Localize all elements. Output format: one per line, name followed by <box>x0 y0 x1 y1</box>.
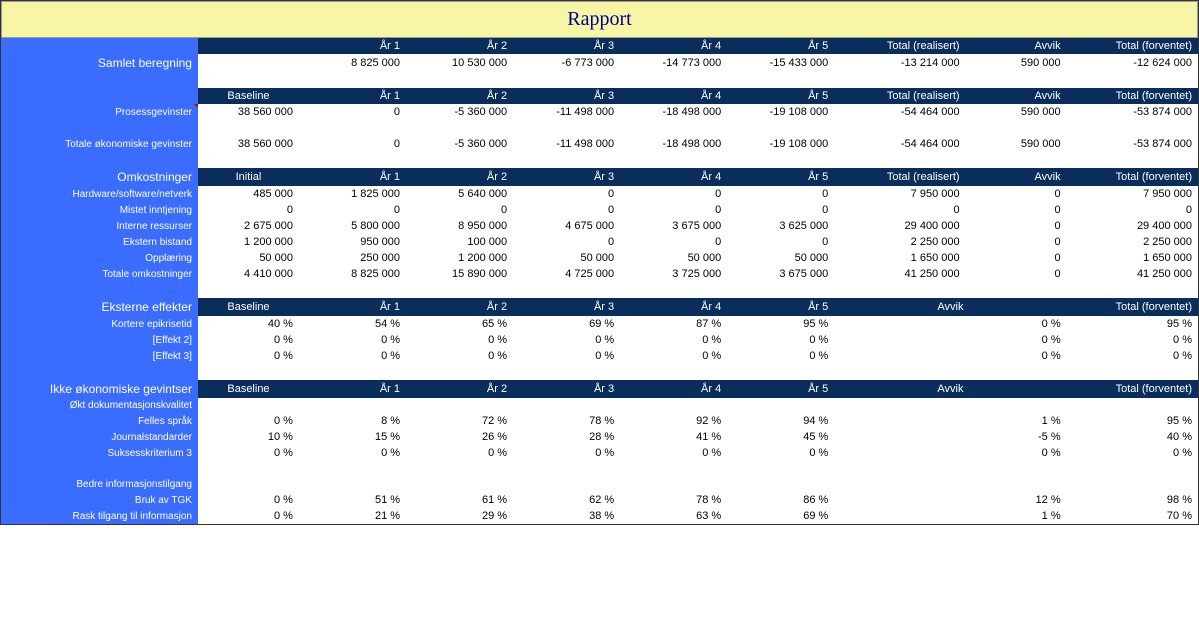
hdr-blank <box>198 38 299 54</box>
totokon-label: Totale økonomiske gevinster <box>1 136 198 152</box>
op-row: Opplæring 50 000250 0001 200 00050 00050… <box>1 250 1198 266</box>
prosess-table: Baseline År 1 År 2 År 3 År 4 År 5 Total … <box>1 88 1198 168</box>
js-row: Journalstandarder 10 %15 %26 %28 %41 %45… <box>1 429 1198 445</box>
totokon-row: Totale økonomiske gevinster 38 560 000 0… <box>1 136 1198 152</box>
samlet-row: Samlet beregning 8 825 000 10 530 000 -6… <box>1 54 1198 72</box>
hdr-yr1: År 1 <box>299 38 406 54</box>
samlet-yr3: -6 773 000 <box>513 54 620 72</box>
hdr-av: Avvik <box>966 38 1067 54</box>
fs-row: Felles språk 0 %8 %72 %78 %92 %94 %1 %95… <box>1 413 1198 429</box>
hdr-yr5: År 5 <box>727 38 834 54</box>
hdr-initial: Initial <box>198 168 299 186</box>
hdr-yr3: År 3 <box>513 38 620 54</box>
report-title: Rapport <box>1 1 1198 38</box>
samlet-yr4: -14 773 000 <box>620 54 727 72</box>
samlet-yr2: 10 530 000 <box>406 54 513 72</box>
samlet-yr1: 8 825 000 <box>299 54 406 72</box>
ikke-label: Ikke økonomiske gevintser <box>1 380 198 398</box>
samlet-yr5: -15 433 000 <box>727 54 834 72</box>
e3-row: [Effekt 3] 0 %0 %0 %0 %0 %0 %0 %0 % <box>1 348 1198 364</box>
mi-row: Mistet inntjening 000000000 <box>1 202 1198 218</box>
eksterne-table: Eksterne effekter Baseline År 1 År 2 År … <box>1 298 1198 380</box>
hdr-baseline: Baseline <box>198 88 299 104</box>
samlet-av: 590 000 <box>966 54 1067 72</box>
sk-row: Suksesskriterium 3 0 %0 %0 %0 %0 %0 %0 %… <box>1 445 1198 461</box>
samlet-label: Samlet beregning <box>1 54 198 72</box>
ke-row: Kortere epikrisetid 40 %54 %65 %69 %87 %… <box>1 316 1198 332</box>
totomk-row: Totale omkostninger 4 410 0008 825 00015… <box>1 266 1198 282</box>
omkost-table: Omkostninger Initial År 1 År 2 År 3 År 4… <box>1 168 1198 298</box>
report: Rapport År 1 År 2 År 3 År 4 År 5 Total (… <box>0 0 1199 525</box>
bedre-label: Bedre informasjonstilgang <box>1 477 198 492</box>
e2-row: [Effekt 2] 0 %0 %0 %0 %0 %0 %0 %0 % <box>1 332 1198 348</box>
rt-row: Rask tilgang til informasjon 0 %21 %29 %… <box>1 508 1198 524</box>
hw-row: Hardware/software/netverk 485 0001 825 0… <box>1 186 1198 202</box>
ikke-table: Ikke økonomiske gevintser Baseline År 1 … <box>1 380 1198 524</box>
hdr-tot: Total (realisert) <box>834 38 965 54</box>
samlet-tot: -13 214 000 <box>834 54 965 72</box>
blank-label <box>1 38 198 54</box>
eb-row: Ekstern bistand 1 200 000950 000100 0000… <box>1 234 1198 250</box>
hdr-yr2: År 2 <box>406 38 513 54</box>
hdr-yr4: År 4 <box>620 38 727 54</box>
samlet-fw: -12 624 000 <box>1067 54 1198 72</box>
prosess-row: Prosessgevinster 38 560 000 0 -5 360 000… <box>1 104 1198 120</box>
samlet-table: År 1 År 2 År 3 År 4 År 5 Total (realiser… <box>1 38 1198 88</box>
bt-row: Bruk av TGK 0 %51 %61 %62 %78 %86 %12 %9… <box>1 492 1198 508</box>
omkost-label: Omkostninger <box>1 168 198 186</box>
eksterne-label: Eksterne effekter <box>1 298 198 316</box>
okt-label: Økt dokumentasjonskvalitet <box>1 398 198 413</box>
ir-row: Interne ressurser 2 675 0005 800 0008 95… <box>1 218 1198 234</box>
prosess-label: Prosessgevinster <box>1 104 198 120</box>
hdr-fw: Total (forventet) <box>1067 38 1198 54</box>
